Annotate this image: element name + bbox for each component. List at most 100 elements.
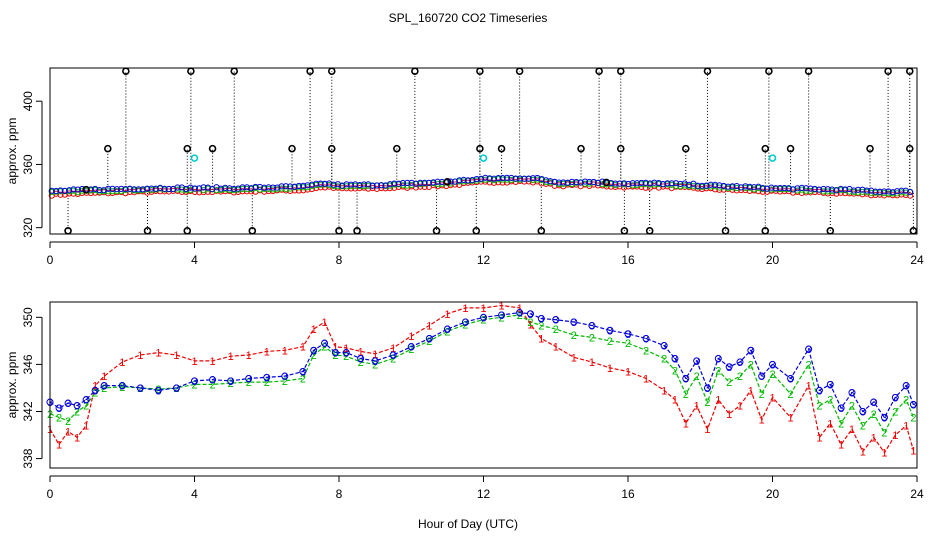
series-1-marker: 1 xyxy=(408,331,414,343)
series-3-point xyxy=(399,180,407,187)
series-3-point xyxy=(157,184,164,191)
chart-title: SPL_160720 CO2 Timeseries xyxy=(389,11,548,25)
series-3-point xyxy=(772,185,779,192)
series-3-point xyxy=(391,180,398,187)
series-3-point xyxy=(651,179,658,186)
series-1-point xyxy=(490,179,498,186)
series-2-marker: 2 xyxy=(137,383,143,395)
series-3-point xyxy=(109,185,116,192)
series-3-point xyxy=(425,179,433,186)
series-3-point xyxy=(638,179,645,187)
series-3-marker: 3 xyxy=(83,395,89,407)
series-1-marker: 1 xyxy=(838,439,844,451)
series-3-point xyxy=(248,185,255,192)
series-3-point xyxy=(139,186,146,193)
series-1-point xyxy=(503,179,511,186)
panel-bottom-y-tick-label: 342 xyxy=(21,401,35,421)
series-3-circle xyxy=(693,357,701,365)
series-3-point xyxy=(464,177,472,184)
series-3-point xyxy=(490,175,498,182)
series-3-point xyxy=(607,179,615,187)
series-3-circle xyxy=(624,330,632,338)
series-3-point xyxy=(113,186,120,193)
series-3-circle xyxy=(736,358,744,366)
series-3-marker: 3 xyxy=(282,371,288,383)
series-3-circle xyxy=(443,325,451,333)
series-3-marker: 3 xyxy=(408,342,414,354)
series-2-marker: 2 xyxy=(759,389,765,401)
series-1-marker: 1 xyxy=(246,350,252,362)
outlier-mid-point xyxy=(476,144,484,153)
series-3-marker: 3 xyxy=(838,403,844,415)
series-1-marker: 1 xyxy=(155,348,161,360)
series-1-marker: 1 xyxy=(816,432,822,444)
series-3-marker: 3 xyxy=(264,372,270,384)
series-3-point xyxy=(889,189,896,196)
series-3-point xyxy=(868,187,875,194)
series-1-marker: 1 xyxy=(137,350,143,362)
series-3-point xyxy=(269,184,276,191)
series-1-marker: 1 xyxy=(737,401,743,413)
panel-top-x-tick-label: 0 xyxy=(47,253,54,267)
series-3-point xyxy=(243,184,250,191)
series-1-point xyxy=(499,179,506,186)
series-3-point xyxy=(477,175,485,182)
panel-bottom-x-tick-label: 8 xyxy=(336,487,343,501)
series-3-point xyxy=(842,186,849,193)
series-3-point xyxy=(560,179,567,186)
series-3-marker: 3 xyxy=(56,403,62,415)
series-3-marker: 3 xyxy=(910,399,916,411)
series-3-circle xyxy=(209,376,217,384)
panel-bottom-ylabel: approx. ppm xyxy=(5,352,19,419)
series-3-circle xyxy=(154,386,162,394)
series-3-point xyxy=(239,184,246,191)
panel-bottom-y-tick-label: 346 xyxy=(21,354,35,374)
series-3-point xyxy=(265,184,272,191)
series-3-circle xyxy=(64,399,72,407)
series-3-marker: 3 xyxy=(517,308,523,320)
series-3-circle xyxy=(714,355,722,363)
series-1-marker: 1 xyxy=(748,385,754,397)
series-2-marker: 2 xyxy=(827,395,833,407)
series-3-circle xyxy=(82,396,90,404)
outlier-mid-point xyxy=(866,144,874,153)
series-2-marker: 2 xyxy=(871,409,877,421)
series-3-point xyxy=(430,179,437,186)
series-3-point xyxy=(711,181,719,188)
series-3-marker: 3 xyxy=(358,354,364,366)
series-3-marker: 3 xyxy=(849,388,855,400)
series-3-circle xyxy=(91,386,99,394)
series-2-marker: 2 xyxy=(321,342,327,354)
panel-top-axes: 0 4 8 12 16 20 24 320 360 400 xyxy=(21,91,924,267)
series-3-point xyxy=(612,180,619,187)
series-2-point xyxy=(794,187,801,194)
series-1-marker: 1 xyxy=(83,421,89,433)
series-3-marker: 3 xyxy=(816,385,822,397)
series-3-line xyxy=(49,311,914,419)
series-3-point xyxy=(798,184,805,191)
series-3-marker: 3 xyxy=(715,354,721,366)
outlier-mid-point xyxy=(761,144,770,153)
series-3-circle xyxy=(331,349,339,357)
series-3-marker: 3 xyxy=(246,374,252,386)
series-3-point xyxy=(495,175,502,182)
series-2-marker: 2 xyxy=(358,357,364,369)
series-3-point xyxy=(746,183,753,190)
series-3-point xyxy=(646,180,654,187)
series-2-point xyxy=(768,186,775,193)
series-3-point xyxy=(96,186,103,194)
series-3-marker: 3 xyxy=(625,329,631,341)
series-3-circle xyxy=(747,346,755,354)
series-3-marker: 3 xyxy=(311,345,317,357)
series-1-line xyxy=(49,304,914,454)
series-1-marker: 1 xyxy=(282,345,288,357)
series-2-marker: 2 xyxy=(694,371,700,383)
series-1-marker: 1 xyxy=(694,401,700,413)
series-1-marker: 1 xyxy=(311,324,317,336)
series-2-marker: 2 xyxy=(571,330,577,342)
series-3-point xyxy=(542,177,550,184)
series-3-circle xyxy=(848,389,856,397)
series-3-point xyxy=(304,182,311,189)
series-1-point xyxy=(382,185,389,192)
series-3-point xyxy=(573,178,580,186)
